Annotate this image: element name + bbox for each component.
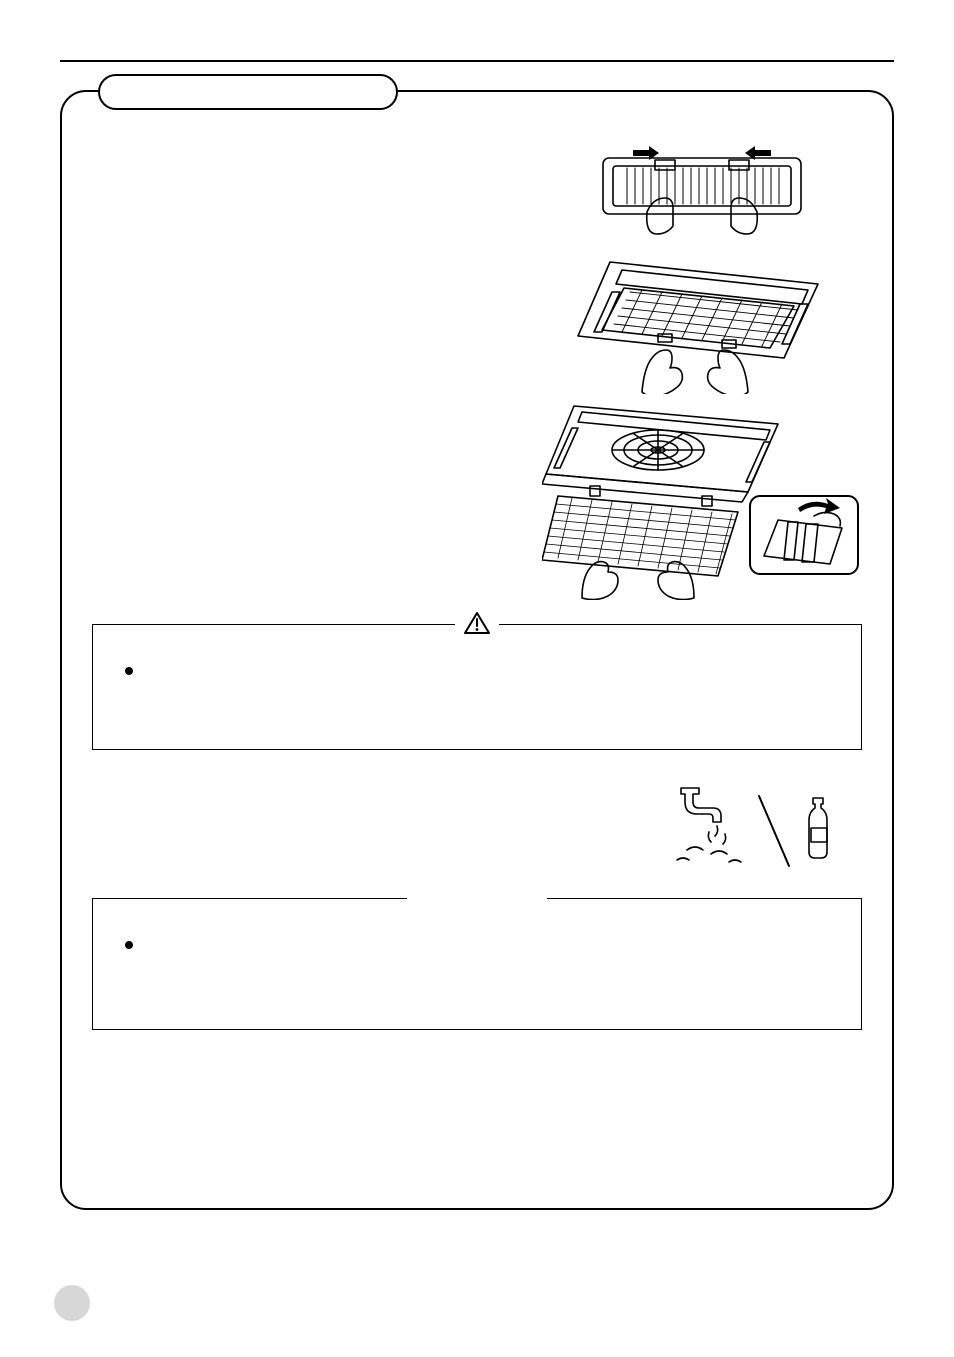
caution-box-2 (92, 898, 862, 1030)
section-title-pill (98, 74, 398, 110)
instruction-text-area (92, 138, 522, 600)
main-enclosure (60, 90, 894, 1210)
content-area (92, 138, 862, 1138)
illustration-column (542, 138, 862, 600)
caution-box-2-title-gap (407, 897, 547, 901)
page-number-circle (54, 1285, 90, 1321)
caution-2-bullet (119, 935, 835, 995)
page-container (0, 0, 954, 1357)
tap-and-bottle-illustration (667, 784, 847, 874)
filter-perspective-illustration (572, 254, 832, 394)
caution-box-1 (92, 624, 862, 750)
caution-triangle-icon (455, 611, 499, 635)
top-horizontal-rule (60, 60, 894, 62)
tap-bottle-illustration-wrap (652, 784, 862, 874)
filter-front-view-illustration (587, 138, 817, 248)
top-columns (92, 138, 862, 600)
mid-row (92, 784, 862, 874)
filter-open-illustration (542, 400, 862, 600)
caution-1-bullet (119, 661, 835, 721)
